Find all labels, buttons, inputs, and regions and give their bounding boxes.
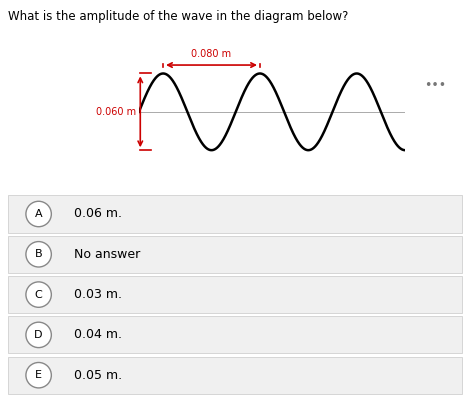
Text: A: A <box>35 209 42 219</box>
Text: 0.06 m.: 0.06 m. <box>74 208 122 220</box>
Text: What is the amplitude of the wave in the diagram below?: What is the amplitude of the wave in the… <box>8 10 349 23</box>
Text: B: B <box>35 249 42 259</box>
Text: D: D <box>34 330 43 340</box>
Text: 0.03 m.: 0.03 m. <box>74 288 122 301</box>
Text: 0.080 m: 0.080 m <box>191 49 232 59</box>
Text: No answer: No answer <box>74 248 141 261</box>
Text: 0.060 m: 0.060 m <box>97 107 137 117</box>
Text: C: C <box>35 290 42 299</box>
Text: •••: ••• <box>424 79 446 92</box>
Text: 0.04 m.: 0.04 m. <box>74 328 122 341</box>
Text: 0.05 m.: 0.05 m. <box>74 369 122 382</box>
Text: E: E <box>35 370 42 380</box>
